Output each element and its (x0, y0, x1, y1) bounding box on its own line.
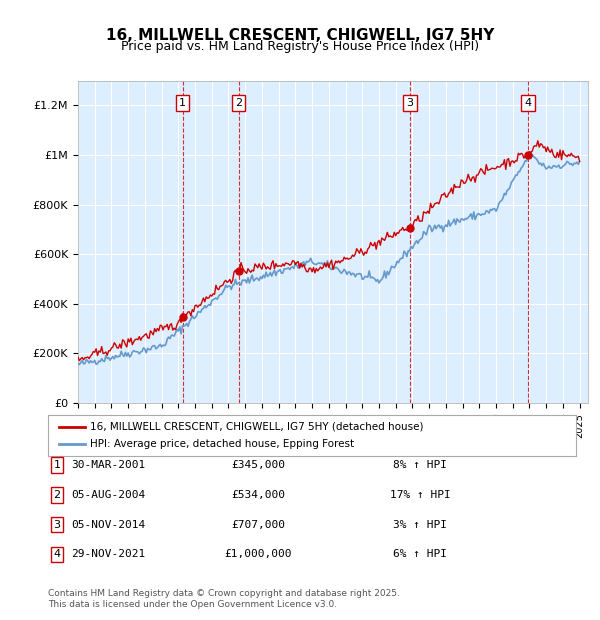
Text: 3: 3 (406, 98, 413, 108)
Text: 8% ↑ HPI: 8% ↑ HPI (393, 460, 447, 470)
Text: £534,000: £534,000 (231, 490, 285, 500)
Text: 3: 3 (53, 520, 61, 529)
Text: 4: 4 (524, 98, 532, 108)
Text: Contains HM Land Registry data © Crown copyright and database right 2025.
This d: Contains HM Land Registry data © Crown c… (48, 590, 400, 609)
Text: 6% ↑ HPI: 6% ↑ HPI (393, 549, 447, 559)
Text: 16, MILLWELL CRESCENT, CHIGWELL, IG7 5HY: 16, MILLWELL CRESCENT, CHIGWELL, IG7 5HY (106, 28, 494, 43)
Text: 16, MILLWELL CRESCENT, CHIGWELL, IG7 5HY (detached house): 16, MILLWELL CRESCENT, CHIGWELL, IG7 5HY… (90, 422, 424, 432)
Text: 2: 2 (235, 98, 242, 108)
Text: 05-AUG-2004: 05-AUG-2004 (71, 490, 145, 500)
Text: 05-NOV-2014: 05-NOV-2014 (71, 520, 145, 529)
Text: 1: 1 (53, 460, 61, 470)
Text: 3% ↑ HPI: 3% ↑ HPI (393, 520, 447, 529)
Text: £345,000: £345,000 (231, 460, 285, 470)
Text: Price paid vs. HM Land Registry's House Price Index (HPI): Price paid vs. HM Land Registry's House … (121, 40, 479, 53)
Text: 2: 2 (53, 490, 61, 500)
Text: 30-MAR-2001: 30-MAR-2001 (71, 460, 145, 470)
Text: 1: 1 (179, 98, 186, 108)
Text: 17% ↑ HPI: 17% ↑ HPI (389, 490, 451, 500)
Text: 29-NOV-2021: 29-NOV-2021 (71, 549, 145, 559)
Text: HPI: Average price, detached house, Epping Forest: HPI: Average price, detached house, Eppi… (90, 440, 355, 450)
Text: £1,000,000: £1,000,000 (224, 549, 292, 559)
Text: £707,000: £707,000 (231, 520, 285, 529)
Text: 4: 4 (53, 549, 61, 559)
